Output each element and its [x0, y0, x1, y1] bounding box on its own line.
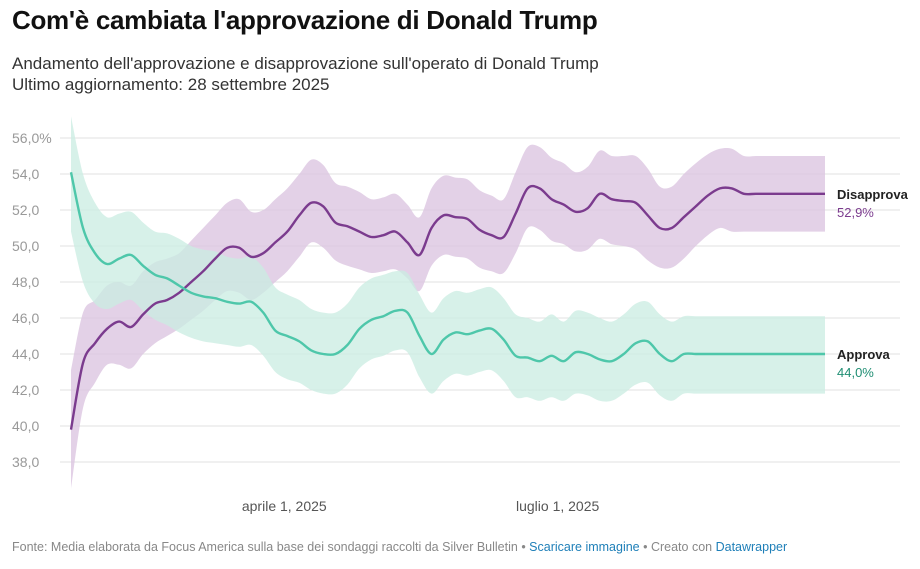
approve-series-name: Approva [837, 347, 891, 362]
chart-subtitle: Andamento dell'approvazione e disapprova… [12, 53, 599, 95]
x-tick-label: luglio 1, 2025 [516, 498, 600, 514]
x-axis: aprile 1, 2025 luglio 1, 2025 [242, 498, 600, 514]
y-tick-label: 42,0 [12, 382, 39, 398]
disapprove-confidence-band [71, 144, 825, 490]
y-tick-label: 52,0 [12, 202, 39, 218]
datawrapper-link[interactable]: Datawrapper [715, 540, 788, 554]
chart-title: Com'è cambiata l'approvazione di Donald … [12, 5, 598, 35]
y-tick-label: 48,0 [12, 274, 39, 290]
disapprove-line [69, 184, 825, 430]
y-tick-label: 50,0 [12, 238, 39, 254]
y-axis: 38,0 40,0 42,0 44,0 46,0 48,0 50,0 52,0 54,0 56,0… [12, 130, 52, 470]
footer-separator: • [517, 540, 530, 554]
y-tick-label: 46,0 [12, 310, 39, 326]
x-tick-label: aprile 1, 2025 [242, 498, 327, 514]
chart-footer: Fonte: Media elaborata da Focus America … [12, 540, 787, 554]
disapprove-end-value: 52,9% [837, 205, 874, 220]
approve-end-value: 44,0% [837, 365, 874, 380]
series-lines [69, 171, 825, 430]
disapprove-series-name: Disapprova [837, 187, 909, 202]
y-tick-label: 56,0% [12, 130, 52, 146]
subtitle-last-update: Ultimo aggiornamento: 28 settembre 2025 [12, 75, 330, 94]
y-tick-label: 44,0 [12, 346, 39, 362]
footer-source: Fonte: Media elaborata da Focus America … [12, 540, 518, 554]
approve-confidence-band [71, 116, 825, 402]
confidence-bands [71, 116, 825, 490]
footer-created-with: • Creato con [639, 540, 716, 554]
download-image-link[interactable]: Scaricare immagine [529, 540, 640, 554]
y-tick-label: 54,0 [12, 166, 39, 182]
series-end-labels: Disapprova 52,9% Approva 44,0% [837, 187, 909, 380]
y-tick-label: 40,0 [12, 418, 39, 434]
subtitle-description: Andamento dell'approvazione e disapprova… [12, 54, 599, 73]
y-tick-label: 38,0 [12, 454, 39, 470]
approve-line [69, 171, 825, 363]
